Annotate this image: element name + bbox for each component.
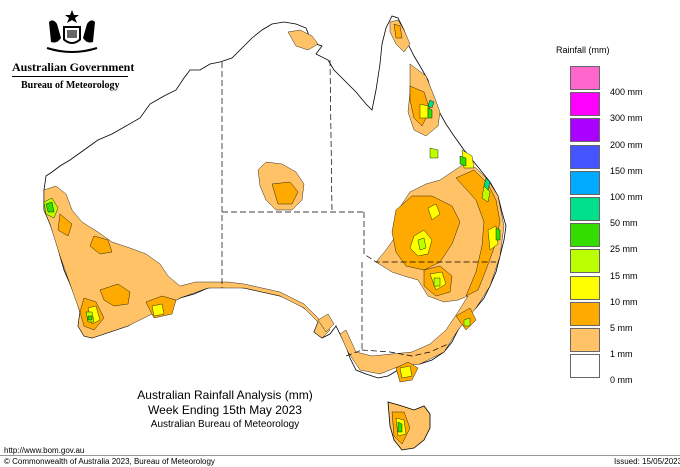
legend-label: 200 mm: [610, 139, 643, 150]
legend-swatch: [570, 118, 600, 143]
footer-divider: [0, 455, 680, 456]
legend-label: 5 mm: [610, 323, 633, 333]
coat-of-arms-logo: Australian Government Bureau of Meteorol…: [8, 8, 136, 98]
header-divider: [12, 76, 128, 77]
legend-swatch: [570, 249, 600, 274]
legend-swatch: [570, 223, 600, 248]
legend-title: Rainfall (mm): [556, 45, 610, 55]
issued-date: Issued: 15/05/2023: [614, 457, 680, 466]
bom-url-link[interactable]: http://www.bom.gov.au: [4, 446, 85, 455]
legend-label: 100 mm: [610, 192, 643, 202]
legend-label: 15 mm: [610, 270, 638, 281]
copyright-text: © Commonwealth of Australia 2023, Bureau…: [4, 457, 215, 466]
caption-title: Australian Rainfall Analysis (mm): [137, 388, 313, 402]
legend-label: 10 mm: [610, 296, 638, 307]
legend-swatch: [570, 92, 600, 117]
legend-swatch: [570, 197, 600, 221]
caption-period: Week Ending 15th May 2023: [148, 403, 302, 417]
rain-15mm-regions: [43, 147, 491, 327]
government-title: Australian Government: [12, 60, 135, 74]
legend-label: 400 mm: [610, 87, 643, 98]
legend-label: 25 mm: [610, 244, 638, 255]
rain-50mm-regions: [427, 99, 491, 191]
legend-swatch: [570, 275, 600, 300]
legend-swatch: [570, 144, 600, 169]
legend-swatch: [570, 328, 600, 352]
legend-label: 50 mm: [610, 218, 638, 229]
legend-swatch: [570, 301, 600, 326]
bureau-title: Bureau of Meteorology: [21, 80, 120, 91]
legend-label: 0 mm: [610, 375, 633, 386]
rain-25mm-regions: [45, 107, 501, 433]
legend-label: 150 mm: [610, 165, 643, 176]
legend-label: 1 mm: [610, 349, 633, 360]
legend-swatch: [570, 66, 600, 90]
coat-of-arms-icon: [46, 10, 98, 53]
map-caption: Australian Rainfall Analysis (mm) Week E…: [120, 388, 330, 431]
legend-swatch: [570, 354, 600, 379]
caption-source: Australian Bureau of Meteorology: [150, 419, 300, 430]
legend-label: 300 mm: [610, 113, 643, 124]
legend-swatch: [570, 170, 600, 195]
state-borders: [221, 59, 496, 357]
